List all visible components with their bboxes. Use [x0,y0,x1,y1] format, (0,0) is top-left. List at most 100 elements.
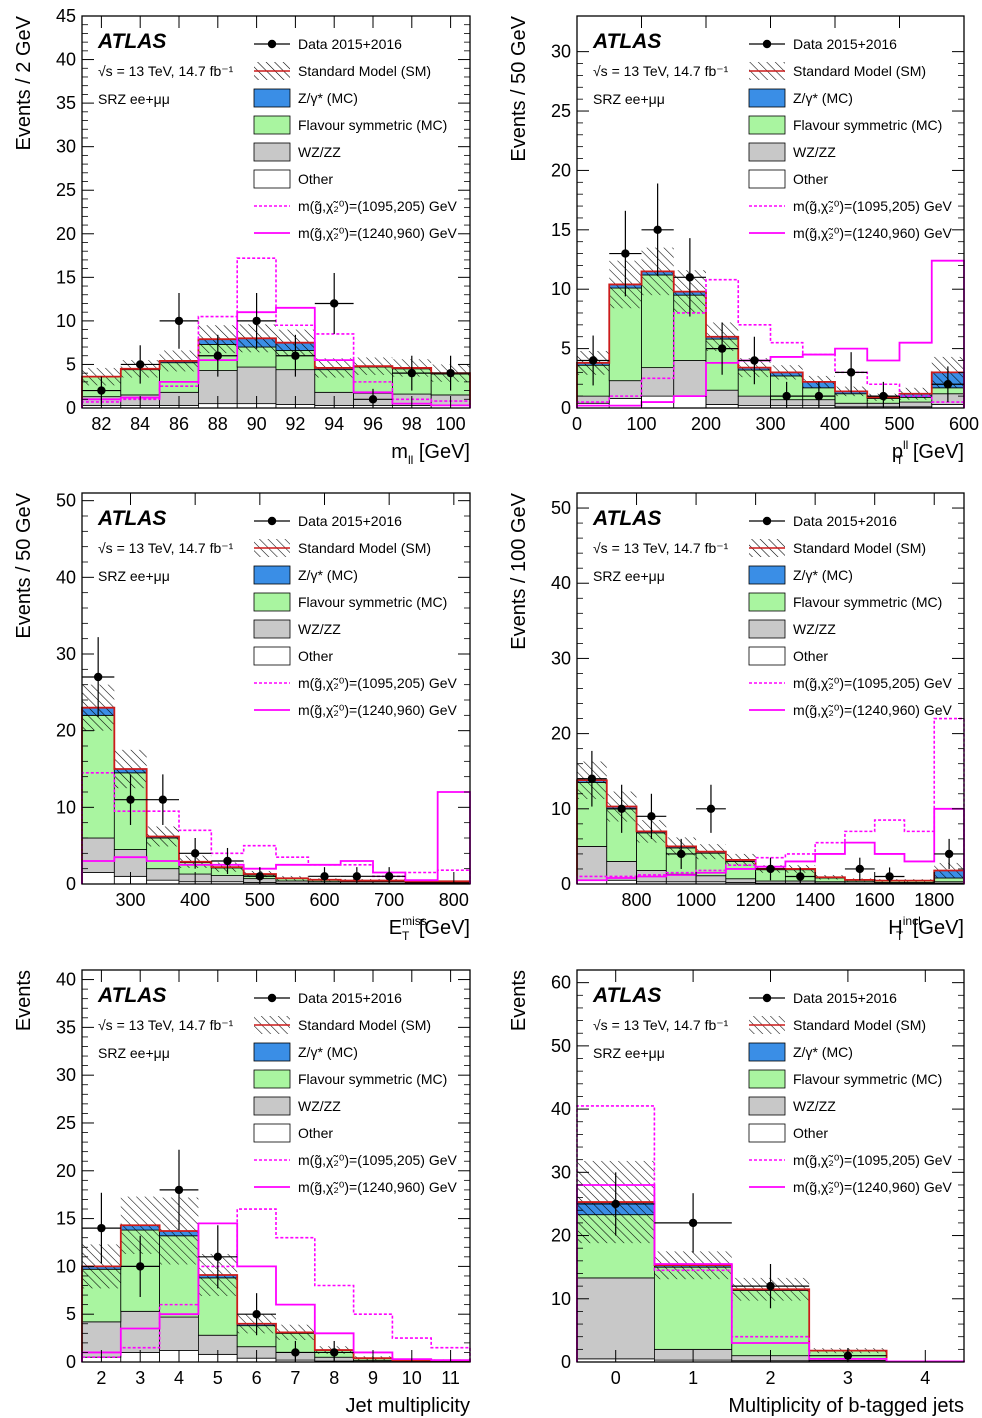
signal-1095-205-line [576,1105,965,1363]
x-tick-label: 500 [884,414,914,434]
y-axis-label: Events / 50 GeV [508,15,530,161]
data-point [750,356,759,365]
data-point [136,360,145,369]
x-tick-label: 100 [626,414,656,434]
y-axis-label: Events / 2 GeV [13,15,35,150]
x-tick-label: 800 [439,890,469,910]
wzzz-bar [159,1316,199,1351]
x-tick-label: 94 [324,414,344,434]
data-point [617,804,626,814]
legend-label-wzzz: WZ/ZZ [298,621,341,637]
legend-other-swatch [748,169,786,189]
legend-label-data: Data 2015+2016 [298,36,402,52]
legend-flavour-swatch [253,592,291,612]
y-tick-label: 40 [551,573,571,593]
data-point [174,1185,184,1195]
legend-label-zgamma: Z/γ* (MC) [793,567,853,583]
legend-label-sig1: m(g̃,χ̃₂⁰)=(1095,205) GeV [298,675,458,691]
flavour-bar [933,877,965,883]
atlas-label: ATLAS [97,30,166,53]
atlas-label: ATLAS [97,507,166,530]
legend-label-zgamma: Z/γ* (MC) [298,1044,358,1060]
legend-label-flavour: Flavour symmetric (MC) [298,1071,447,1087]
x-tick-label: 4 [920,1368,930,1388]
x-tick-label: 200 [691,414,721,434]
energy-lumi-label: √s = 13 TeV, 14.7 fb⁻¹ [98,63,234,79]
x-tick-label: 1800 [914,890,954,910]
x-tick-label: 0 [611,1368,621,1388]
legend-zgamma-swatch [748,1042,786,1062]
legend-label-flavour: Flavour symmetric (MC) [793,1071,942,1087]
legend-label-sm: Standard Model (SM) [298,63,431,79]
y-tick-label: 30 [551,648,571,668]
y-tick-label: 0 [561,1352,571,1372]
y-axis-label: Events [508,970,530,1031]
x-tick-label: 3 [135,1368,145,1388]
data-point [621,249,630,258]
data-point [213,1252,222,1262]
wzzz-bar [673,360,707,397]
signal-1095-205-line [576,278,965,408]
legend-label-zgamma: Z/γ* (MC) [298,567,358,583]
wzzz-bar [705,389,739,405]
data-point [855,864,865,874]
legend-label-sm: Standard Model (SM) [298,1017,431,1033]
x-tick-label: 1400 [795,890,835,910]
legend-label-wzzz: WZ/ZZ [793,621,836,637]
legend-label-flavour: Flavour symmetric (MC) [793,117,942,133]
legend-label-sig2: m(g̃,χ̃₂⁰)=(1240,960) GeV [298,225,458,241]
legend-data-marker [762,993,772,1003]
legend-other-swatch [253,1123,291,1143]
panel-4: 0 10 20 30 40 50 800 1000 1200 1400 1600 1800 Hincl T… [508,492,965,943]
data-point [446,368,455,378]
legend-data-marker [267,39,277,49]
x-tick-label: 9 [368,1368,378,1388]
legend-label-zgamma: Z/γ* (MC) [298,90,358,106]
y-tick-label: 10 [56,1256,76,1276]
region-label: SRZ ee+μμ [98,91,170,107]
region-label: SRZ ee+μμ [593,1045,665,1061]
legend-other-swatch [748,646,786,666]
y-tick-label: 0 [66,398,76,418]
legend-label-other: Other [793,648,828,664]
data-point [766,1281,775,1291]
legend-label-other: Other [793,1125,828,1141]
x-tick-label: 8 [329,1368,339,1388]
y-tick-label: 45 [56,6,76,26]
data-point [706,804,716,814]
x-axis-label: Hincl T [GeV] [888,914,964,943]
x-tick-label: 600 [949,414,979,434]
x-tick-label: 3 [843,1368,853,1388]
legend-label-other: Other [298,648,333,664]
y-tick-label: 5 [66,354,76,374]
x-tick-label: 86 [169,414,189,434]
y-tick-label: 20 [56,1161,76,1181]
y-tick-label: 40 [551,1099,571,1119]
legend-label-sig2: m(g̃,χ̃₂⁰)=(1240,960) GeV [793,225,953,241]
legend-label-data: Data 2015+2016 [793,513,897,529]
data-point [330,299,339,308]
y-tick-label: 20 [56,721,76,741]
x-tick-label: 96 [363,414,383,434]
y-tick-label: 40 [56,50,76,70]
legend-flavour-swatch [253,1069,291,1089]
other-bar [673,395,707,409]
legend-data-marker [762,39,772,49]
x-axis-label: mll [GeV] [391,441,470,467]
other-bar [81,872,115,885]
data-point [653,225,662,235]
panel-3: 0 10 20 30 40 50 300 400 500 600 700 800 Emiss T [GeV… [13,491,471,943]
y-tick-label: 10 [551,1289,571,1309]
legend-label-wzzz: WZ/ZZ [793,144,836,160]
region-label: SRZ ee+μμ [593,568,665,584]
legend-wzzz-swatch [748,619,786,639]
energy-lumi-label: √s = 13 TeV, 14.7 fb⁻¹ [98,540,234,556]
legend-flavour-swatch [748,115,786,135]
wzzz-bar [146,868,180,881]
legend-label-flavour: Flavour symmetric (MC) [298,117,447,133]
data-point [136,1262,145,1271]
x-tick-label: 4 [174,1368,184,1388]
legend-label-sig1: m(g̃,χ̃₂⁰)=(1095,205) GeV [298,1152,458,1168]
energy-lumi-label: √s = 13 TeV, 14.7 fb⁻¹ [593,540,729,556]
